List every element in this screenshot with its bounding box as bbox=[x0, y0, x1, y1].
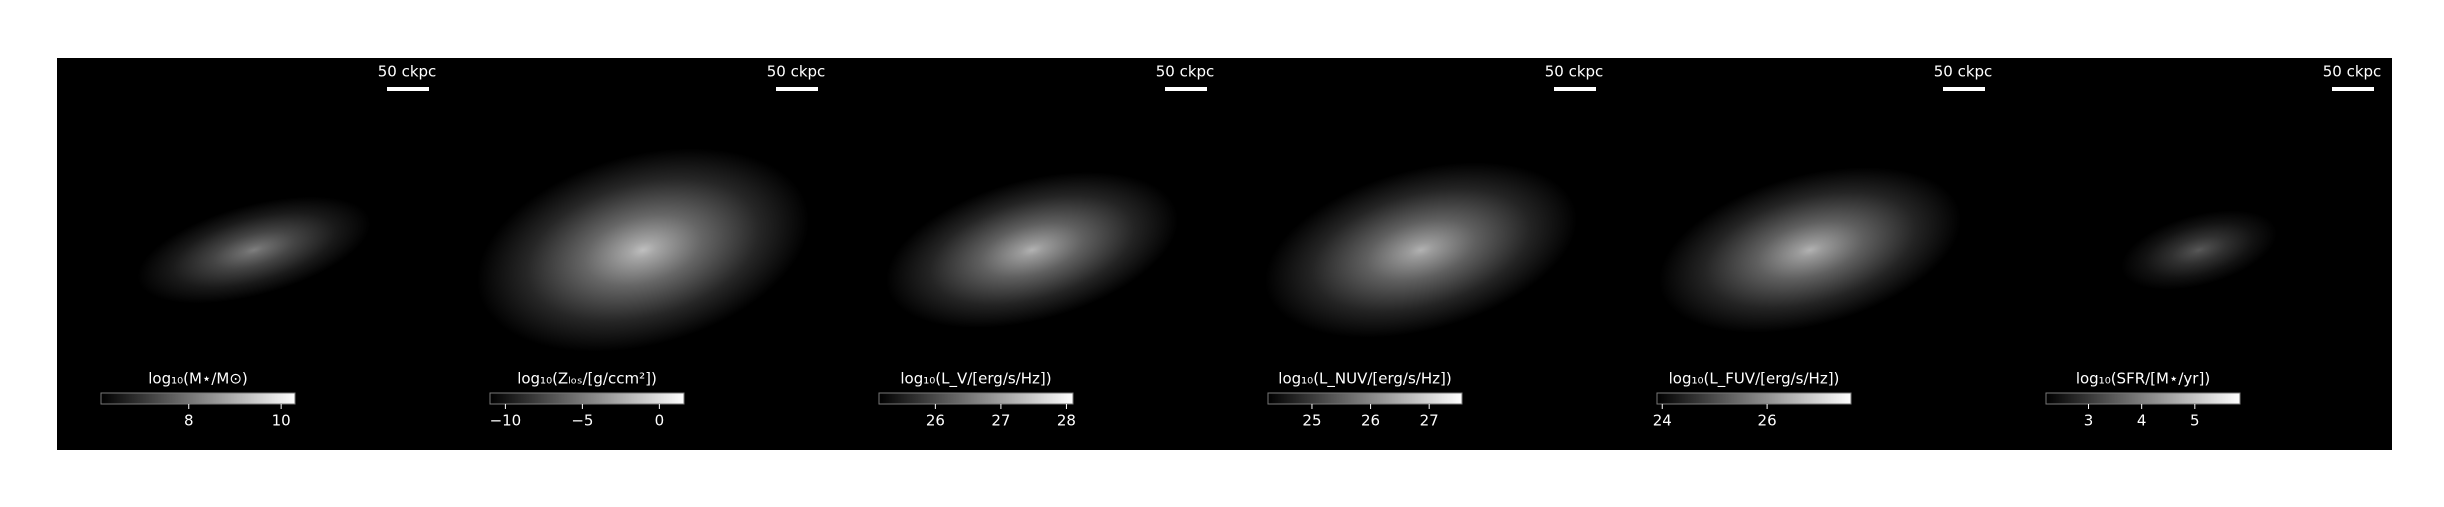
colorbar bbox=[2045, 392, 2241, 405]
colorbar-tick-label: 26 bbox=[1361, 412, 1380, 430]
colorbar-tick-label: 26 bbox=[1758, 412, 1777, 430]
colorbar bbox=[878, 392, 1074, 405]
scale-bar-label: 50 ckpc bbox=[2323, 63, 2382, 81]
colorbar-tick-label: 27 bbox=[1420, 412, 1439, 430]
colorbar-tick-label: 25 bbox=[1302, 412, 1321, 430]
scale-bar bbox=[387, 87, 429, 91]
scale-bar bbox=[2332, 87, 2374, 91]
galaxy-image bbox=[1659, 167, 1961, 333]
scale-bar-label: 50 ckpc bbox=[378, 63, 437, 81]
colorbar bbox=[1656, 392, 1852, 405]
galaxy-image bbox=[476, 148, 810, 352]
colorbar-tick-label: 28 bbox=[1057, 412, 1076, 430]
colorbar-tick-label: −5 bbox=[571, 412, 593, 430]
scale-bar-label: 50 ckpc bbox=[1545, 63, 1604, 81]
colorbar-label: log₁₀(L_NUV/[erg/s/Hz]) bbox=[1278, 370, 1451, 389]
colorbar-tick-label: 27 bbox=[991, 412, 1010, 430]
colorbar-label: log₁₀(L_FUV/[erg/s/Hz]) bbox=[1669, 370, 1840, 389]
colorbar-tick-label: 5 bbox=[2190, 412, 2200, 430]
colorbar bbox=[489, 392, 685, 405]
colorbar-tick-label: 0 bbox=[655, 412, 665, 430]
galaxy-image bbox=[885, 172, 1179, 328]
colorbar-tick-label: 3 bbox=[2084, 412, 2094, 430]
colorbar-label: log₁₀(SFR/[M⋆/yr]) bbox=[2076, 370, 2210, 388]
galaxy-image bbox=[2121, 210, 2277, 290]
colorbar-tick-label: −10 bbox=[490, 412, 522, 430]
colorbar-tick-label: 10 bbox=[272, 412, 291, 430]
colorbar-label: log₁₀(Zₗₒₛ/[g/ccm²]) bbox=[517, 370, 657, 388]
colorbar-tick-label: 24 bbox=[1653, 412, 1672, 430]
scale-bar bbox=[1165, 87, 1207, 91]
scale-bar bbox=[1554, 87, 1596, 91]
image-area bbox=[57, 58, 2392, 450]
colorbar-tick-label: 26 bbox=[926, 412, 945, 430]
colorbar-tick-label: 4 bbox=[2137, 412, 2147, 430]
scale-bar-label: 50 ckpc bbox=[767, 63, 826, 81]
colorbar-label: log₁₀(M⋆/M⊙) bbox=[148, 370, 248, 388]
scale-bar bbox=[1943, 87, 1985, 91]
scale-bar-label: 50 ckpc bbox=[1934, 63, 1993, 81]
galaxy-image bbox=[1265, 162, 1577, 338]
colorbar bbox=[1267, 392, 1463, 405]
colorbar bbox=[100, 392, 296, 405]
colorbar-label: log₁₀(L_V/[erg/s/Hz]) bbox=[900, 370, 1051, 389]
scale-bar-label: 50 ckpc bbox=[1156, 63, 1215, 81]
colorbar-tick-label: 8 bbox=[184, 412, 194, 430]
scale-bar bbox=[776, 87, 818, 91]
galaxy-image bbox=[137, 196, 371, 304]
